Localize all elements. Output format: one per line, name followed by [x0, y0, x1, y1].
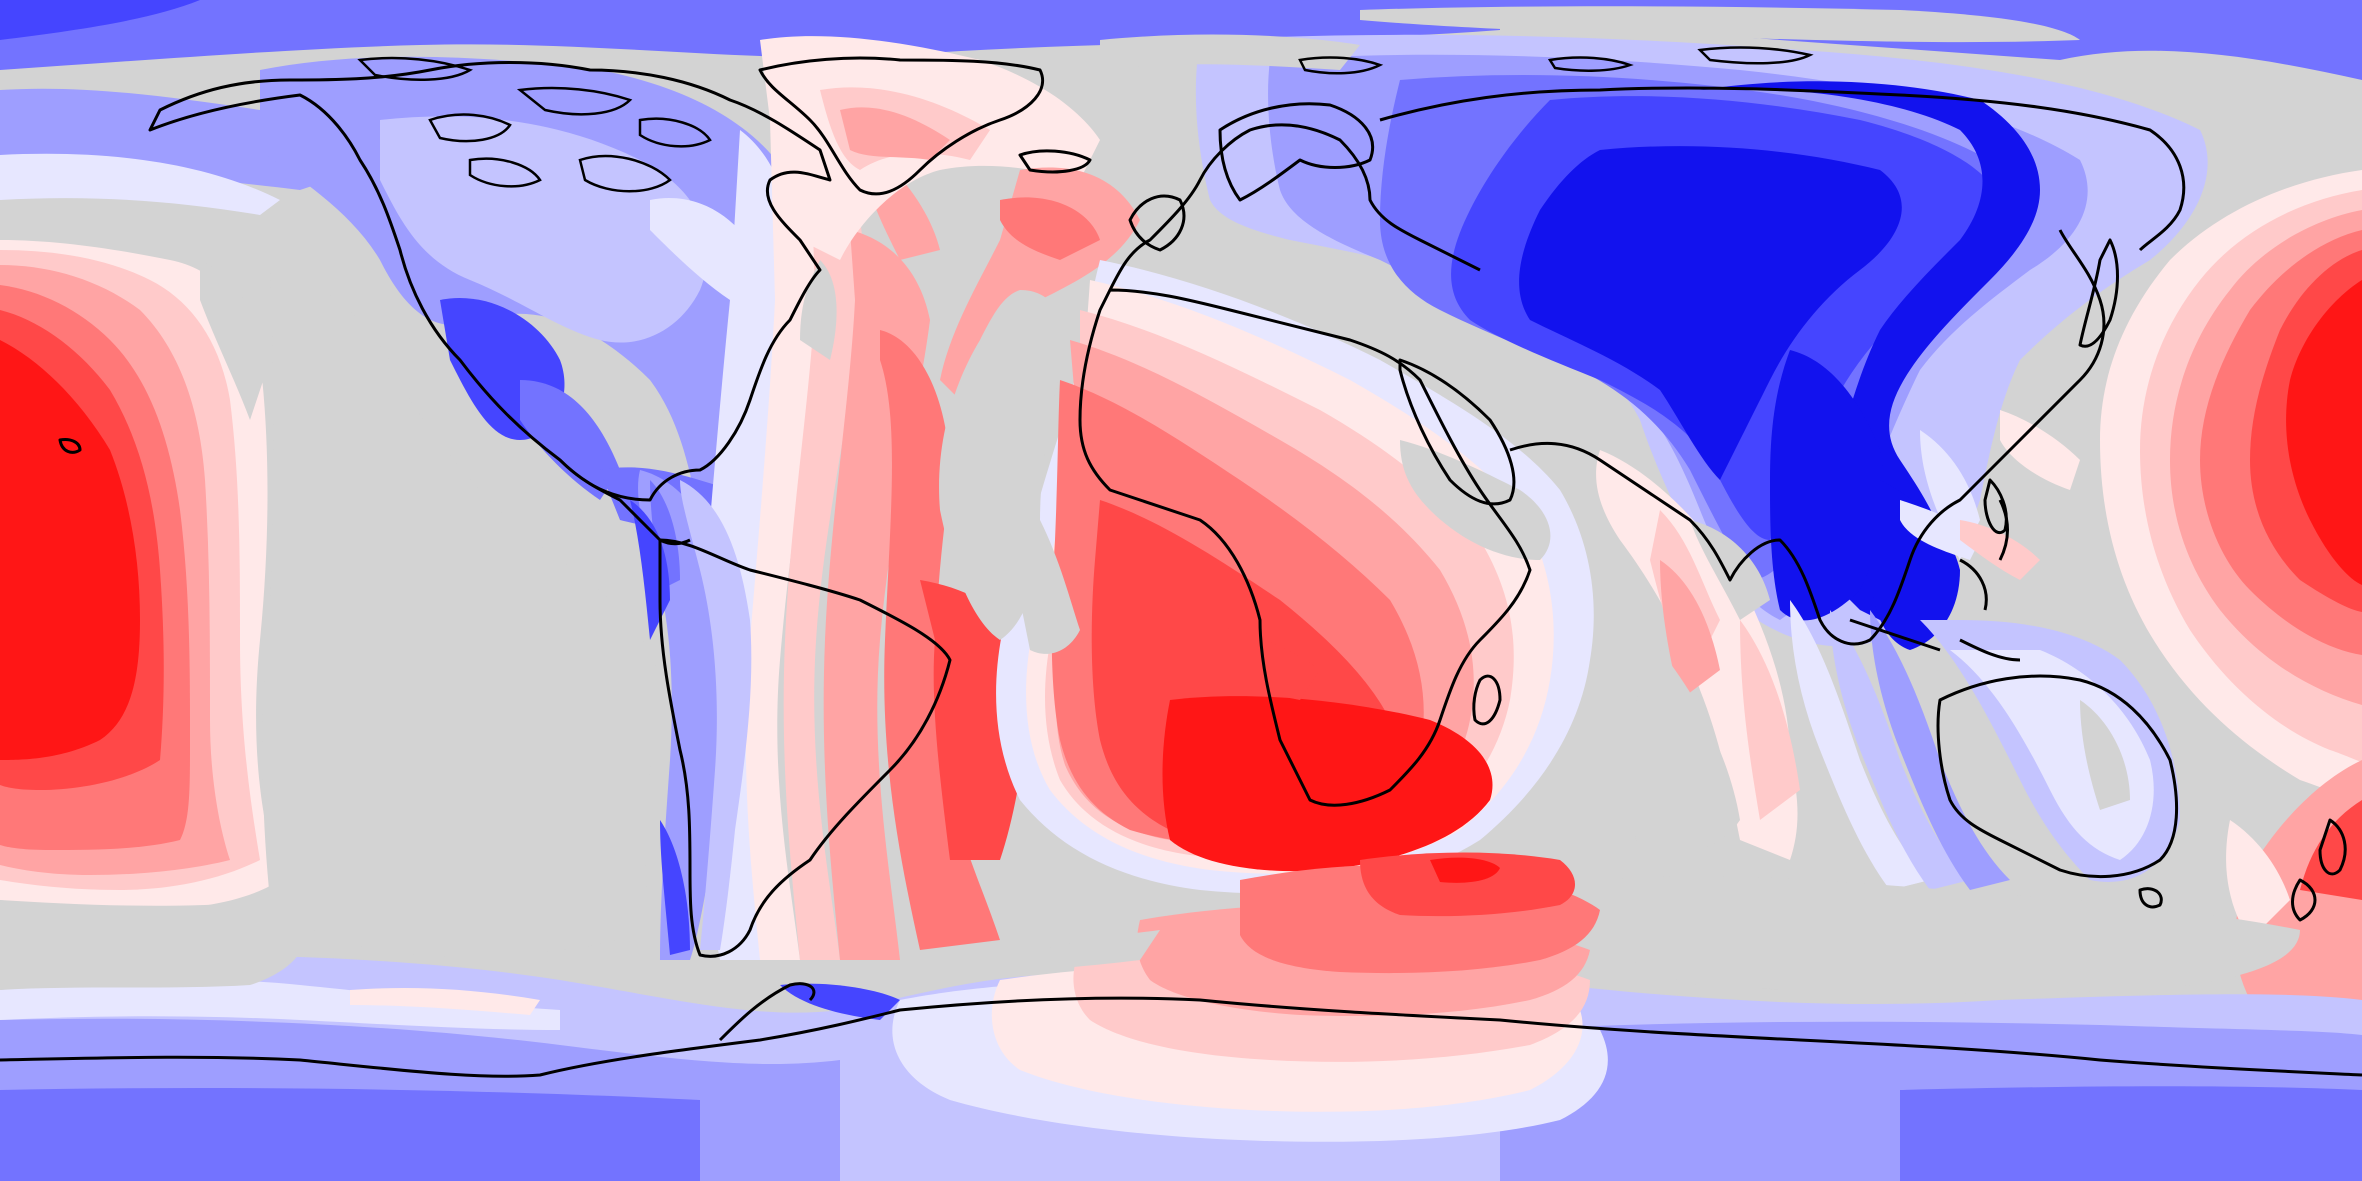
missing-data-patches: [262, 6, 2080, 957]
eurasia-negative-region: [1195, 34, 2208, 650]
pacific-west-positive-region: [0, 240, 300, 910]
north-america-negative-region: [260, 56, 803, 540]
coastline-arabia: [1398, 358, 1516, 506]
coastline-australia: [1936, 674, 2178, 878]
coastline-new-zealand: [2291, 818, 2347, 922]
coastline-antarctic-peninsula: [718, 982, 816, 1042]
coastline-scandinavia: [1218, 102, 1375, 202]
pacific-east-positive-region: [2080, 170, 2362, 1010]
coastline-japan: [2078, 238, 2119, 348]
coastline-indonesia: [1849, 499, 2021, 662]
coastline-africa: [1078, 288, 1532, 807]
coastline-iceland: [1018, 149, 1092, 174]
coastline-britain: [1128, 194, 1186, 252]
coastlines: [0, 56, 2362, 1078]
arctic-islands: [357, 46, 1814, 193]
coastline-madagascar: [1472, 674, 1502, 726]
coastline-south-asia: [1509, 229, 2106, 646]
coastline-north-america: [148, 61, 832, 502]
coastline-greenland: [758, 56, 1045, 196]
coastline-tasmania: [2138, 887, 2163, 909]
coastline-philippines: [1983, 478, 2008, 534]
antarctic-region: [0, 852, 2362, 1181]
coastline-south-america: [658, 538, 952, 958]
coastline-europe: [1108, 123, 1481, 291]
coastline-north-asia: [1379, 86, 2186, 252]
south-america-west-band: [630, 470, 752, 960]
coastline-central-america: [558, 458, 691, 546]
coastline-antarctica: [0, 996, 2362, 1078]
coastline-hawaii: [58, 438, 82, 454]
